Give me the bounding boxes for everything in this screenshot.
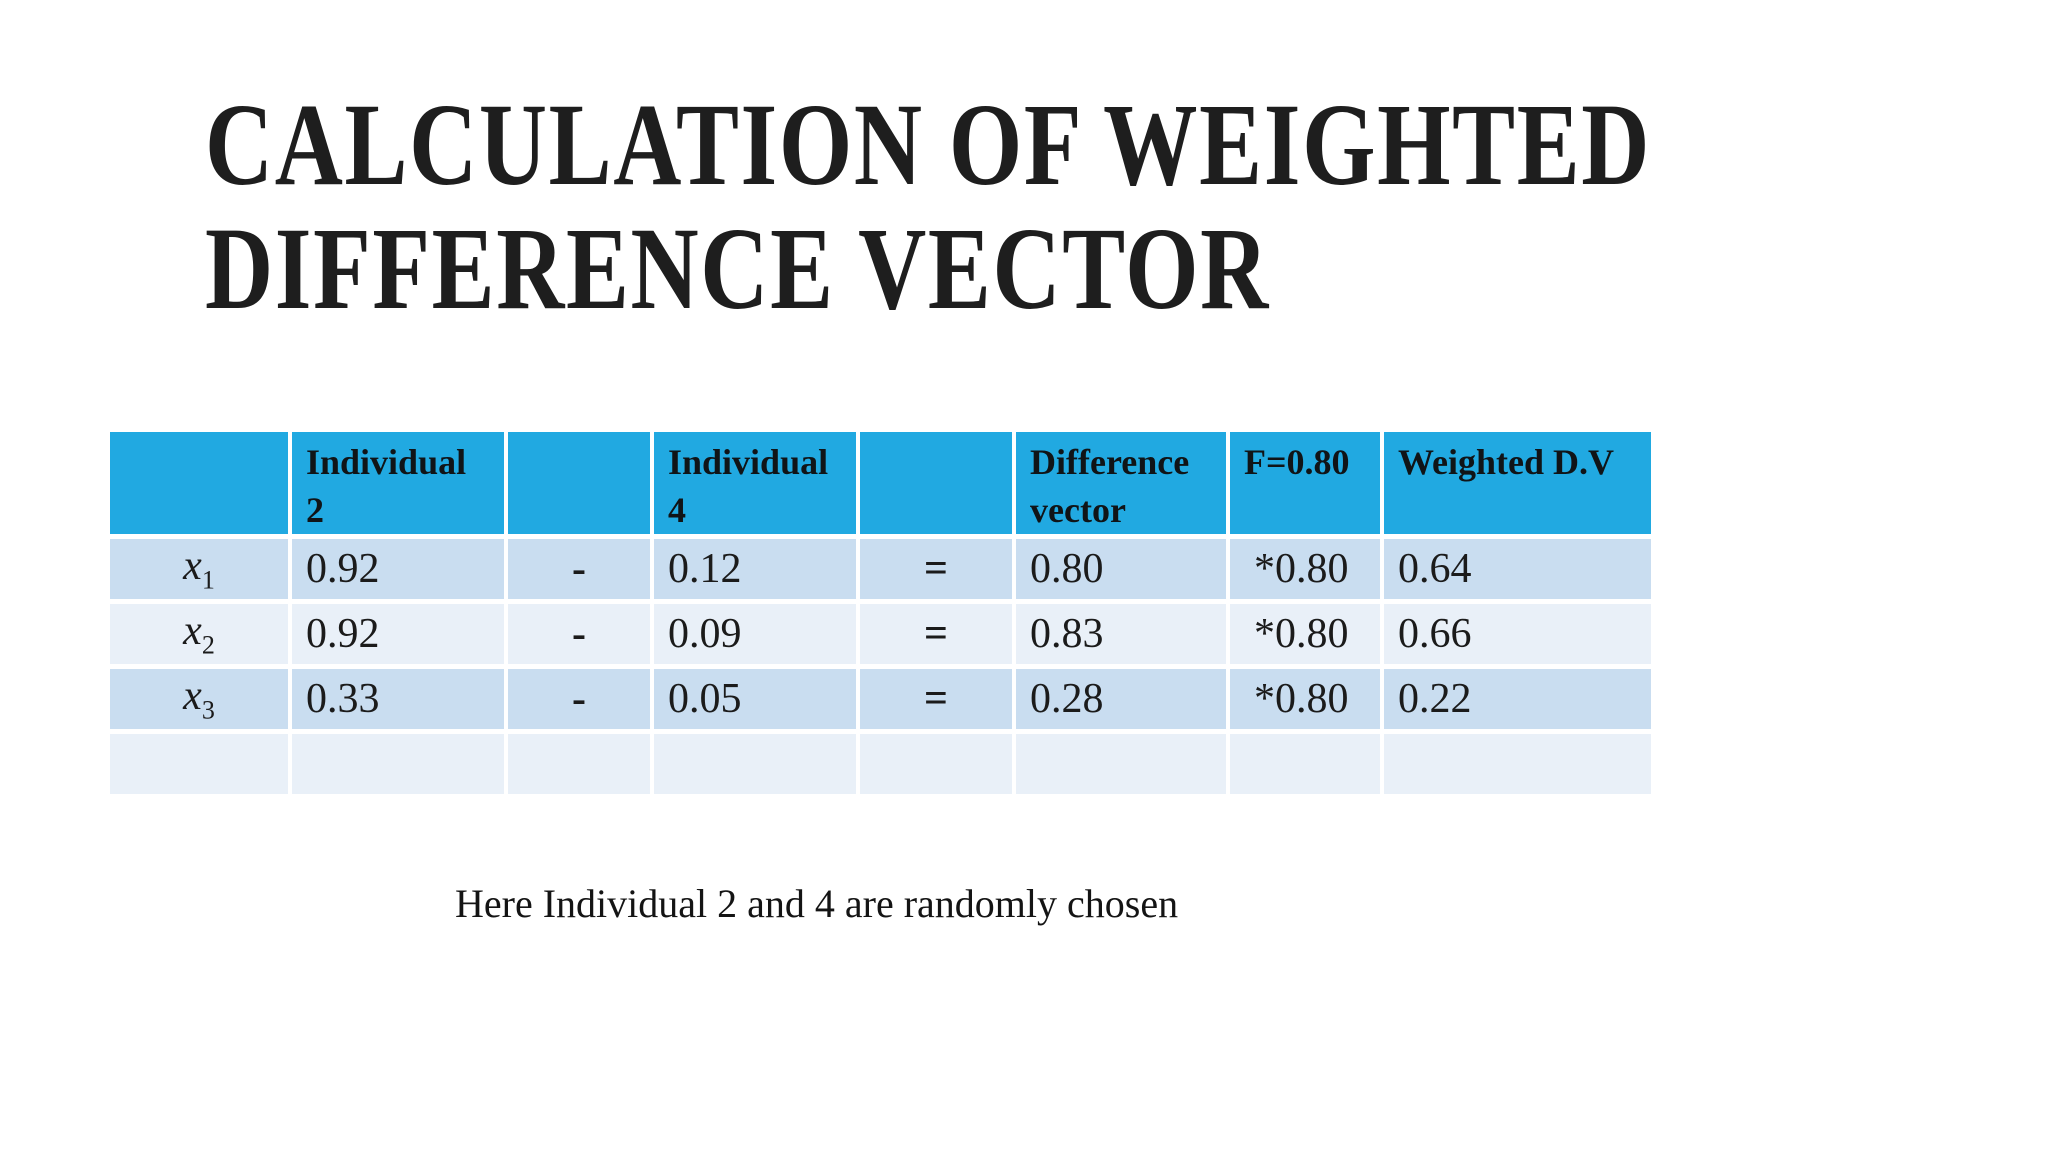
cell-minus-sign bbox=[508, 734, 650, 794]
cell-individual4: 0.05 bbox=[654, 669, 856, 729]
table-row-x2: x2 0.92 - 0.09 = 0.83 *0.80 0.66 bbox=[110, 604, 1651, 664]
cell-weighted: 0.66 bbox=[1384, 604, 1651, 664]
cell-equals-sign: = bbox=[860, 669, 1012, 729]
slide-title-line-2: DIFFERENCE VECTOR bbox=[205, 203, 1270, 334]
cell-minus-sign: - bbox=[508, 669, 650, 729]
row-label-empty bbox=[110, 734, 288, 794]
header-difference-vector: Difference vector bbox=[1016, 432, 1226, 534]
cell-difference: 0.80 bbox=[1016, 539, 1226, 599]
table-header-row: Individual 2 Individual 4 Difference vec… bbox=[110, 432, 1651, 534]
cell-equals-sign: = bbox=[860, 539, 1012, 599]
cell-individual2 bbox=[292, 734, 504, 794]
table-row-empty bbox=[110, 734, 1651, 794]
header-blank-op1 bbox=[508, 432, 650, 534]
cell-minus-sign: - bbox=[508, 604, 650, 664]
cell-difference bbox=[1016, 734, 1226, 794]
header-blank-op2 bbox=[860, 432, 1012, 534]
cell-individual2: 0.92 bbox=[292, 539, 504, 599]
cell-individual2: 0.92 bbox=[292, 604, 504, 664]
cell-factor: *0.80 bbox=[1230, 604, 1380, 664]
header-f-factor: F=0.80 bbox=[1230, 432, 1380, 534]
cell-individual2: 0.33 bbox=[292, 669, 504, 729]
table-row-x1: x1 0.92 - 0.12 = 0.80 *0.80 0.64 bbox=[110, 539, 1651, 599]
cell-individual4 bbox=[654, 734, 856, 794]
weighted-difference-table: Individual 2 Individual 4 Difference vec… bbox=[106, 427, 1655, 799]
cell-weighted: 0.64 bbox=[1384, 539, 1651, 599]
cell-factor: *0.80 bbox=[1230, 669, 1380, 729]
header-blank bbox=[110, 432, 288, 534]
slide-title: CALCULATION OF WEIGHTED DIFFERENCE VECTO… bbox=[205, 83, 1651, 331]
cell-individual4: 0.12 bbox=[654, 539, 856, 599]
cell-individual4: 0.09 bbox=[654, 604, 856, 664]
cell-factor bbox=[1230, 734, 1380, 794]
row-label-x1: x1 bbox=[110, 539, 288, 599]
cell-minus-sign: - bbox=[508, 539, 650, 599]
slide-title-line-1: CALCULATION OF WEIGHTED bbox=[205, 79, 1652, 210]
row-label-x2: x2 bbox=[110, 604, 288, 664]
cell-weighted bbox=[1384, 734, 1651, 794]
cell-equals-sign bbox=[860, 734, 1012, 794]
cell-equals-sign: = bbox=[860, 604, 1012, 664]
row-label-x3: x3 bbox=[110, 669, 288, 729]
cell-difference: 0.83 bbox=[1016, 604, 1226, 664]
table-row-x3: x3 0.33 - 0.05 = 0.28 *0.80 0.22 bbox=[110, 669, 1651, 729]
cell-difference: 0.28 bbox=[1016, 669, 1226, 729]
header-weighted-dv: Weighted D.V bbox=[1384, 432, 1651, 534]
cell-factor: *0.80 bbox=[1230, 539, 1380, 599]
slide-caption: Here Individual 2 and 4 are randomly cho… bbox=[455, 881, 1179, 926]
header-individual-2: Individual 2 bbox=[292, 432, 504, 534]
header-individual-4: Individual 4 bbox=[654, 432, 856, 534]
cell-weighted: 0.22 bbox=[1384, 669, 1651, 729]
